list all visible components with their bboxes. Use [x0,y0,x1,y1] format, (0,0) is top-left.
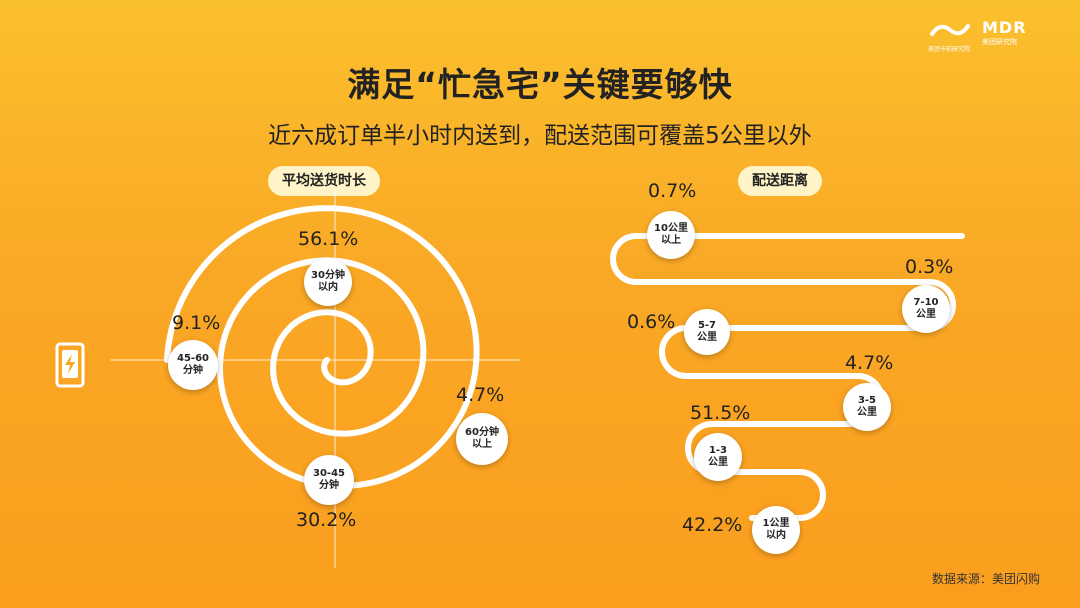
spiral-node-3-bottom: 以上 [471,439,492,450]
snake-node-1: 7-10 公里 [902,285,950,333]
spiral-node-1-bottom: 分钟 [318,480,339,491]
spiral-node-3-top: 60分钟 [465,427,499,438]
page-subtitle: 近六成订单半小时内送到，配送范围可覆盖5公里以外 [268,123,812,149]
spiral-node-0-bottom: 以内 [317,282,338,293]
snake-node-2-top: 5-7 [697,320,717,331]
snake-node-3: 3-5 公里 [843,383,891,431]
snake-node-3-top: 3-5 [857,395,877,406]
logo-text: MDR [982,18,1027,37]
spiral-node-0-top: 30分钟 [311,270,345,281]
spiral-node-2: 45-60 分钟 [168,340,218,390]
snake-node-4-bottom: 公里 [708,457,728,468]
data-source: 数据来源：美团闪购 [931,572,1040,586]
spiral-node-1-top: 30-45 [313,468,345,479]
spiral-value-1: 30.2% [296,509,357,531]
chart-title-delivery-time: 平均送货时长 [268,166,380,196]
page-title: 满足“忙急宅”关键要够快 [347,65,733,104]
spiral-node-2-bottom: 分钟 [182,365,203,376]
spiral-node-1: 30-45 分钟 [304,455,354,505]
logo-sub: 美团研究院 [982,38,1017,46]
snake-node-1-top: 7-10 [913,297,939,308]
snake-value-1: 0.3% [905,256,954,278]
brand-logo-left: 美团卡前研究院 [928,20,972,53]
snake-node-5-top: 1公里 [762,518,790,529]
snake-node-0-top: 10公里 [654,223,688,234]
snake-node-5: 1公里 以内 [752,506,800,554]
snake-node-0: 10公里 以上 [647,211,695,259]
brand-logo: MDR 美团研究院 [982,18,1027,47]
snake-node-4-top: 1-3 [708,445,728,456]
snake-value-3: 4.7% [845,352,894,374]
spiral-node-2-top: 45-60 [177,353,209,364]
snake-node-4: 1-3 公里 [694,433,742,481]
snake-node-3-bottom: 公里 [857,407,877,418]
snake-value-4: 51.5% [690,402,751,424]
snake-node-5-bottom: 以内 [766,530,786,541]
snake-value-5: 42.2% [682,514,743,536]
chart-title-distance: 配送距离 [738,166,822,196]
spiral-value-3: 4.7% [456,384,505,406]
spiral-value-2: 9.1% [172,312,221,334]
snake-node-2-bottom: 公里 [697,332,717,343]
spiral-value-0: 56.1% [298,228,359,250]
spiral-line [164,205,480,489]
spiral-node-0: 30分钟 以内 [304,258,352,306]
snake-node-2: 5-7 公里 [684,309,730,355]
snake-value-0: 0.7% [648,180,697,202]
logo-wave-icon [930,24,970,36]
snake-node-1-bottom: 公里 [916,309,936,320]
snake-value-2: 0.6% [627,311,676,333]
logo-left-sub: 美团卡前研究院 [928,46,971,53]
phone-icon [55,342,85,388]
snake-node-0-bottom: 以上 [660,235,681,246]
snake-line [610,233,965,521]
spiral-node-3: 60分钟 以上 [456,413,508,465]
